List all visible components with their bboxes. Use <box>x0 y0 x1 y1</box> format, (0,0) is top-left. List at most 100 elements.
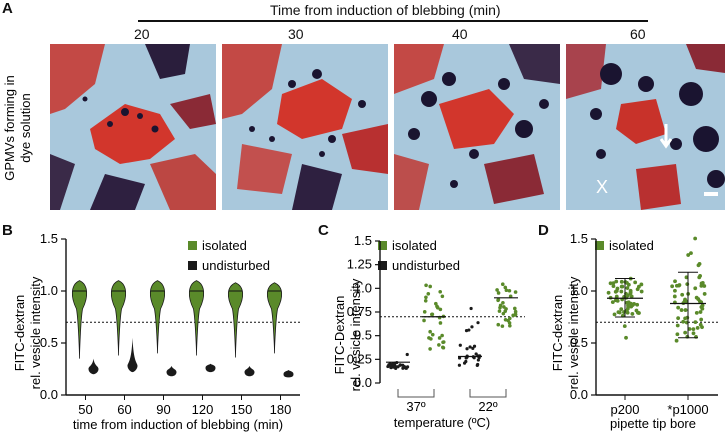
point-isolated <box>428 329 432 334</box>
point-isolated <box>624 335 628 340</box>
violin-isolated <box>266 282 283 354</box>
point-isolated <box>608 281 613 286</box>
point-isolated <box>683 316 688 321</box>
point-isolated <box>679 308 684 312</box>
point-undisturbed <box>471 346 475 350</box>
point-isolated <box>437 336 442 340</box>
chart-c-ylabel-line2: rel. vesicle intensity <box>348 278 363 391</box>
panel-c-letter: C <box>318 222 329 239</box>
point-isolated <box>498 303 503 308</box>
point-isolated <box>440 294 445 299</box>
point-isolated <box>438 289 443 294</box>
chart-d-xlabel: pipette tip bore <box>610 416 696 431</box>
micrograph-40min <box>394 44 560 210</box>
point-isolated <box>629 294 634 299</box>
timepoint-label: 20 <box>134 26 150 42</box>
point-isolated <box>613 298 618 303</box>
point-undisturbed <box>464 329 469 333</box>
point-isolated <box>676 305 681 310</box>
point-isolated <box>441 340 445 345</box>
point-isolated <box>699 317 704 322</box>
point-undisturbed <box>393 364 398 369</box>
point-isolated <box>613 289 618 294</box>
point-isolated <box>698 310 703 314</box>
chart-d: FITC-dextran rel. vesicle intensity pipe… <box>550 231 718 431</box>
point-undisturbed <box>476 358 480 362</box>
chart-d-y-tick-label: 0.0 <box>570 387 588 402</box>
point-isolated <box>702 292 707 296</box>
violin-undisturbed <box>205 363 216 373</box>
micrograph-30min <box>222 44 388 210</box>
point-isolated <box>440 333 444 338</box>
point-isolated <box>612 312 617 317</box>
point-isolated <box>426 291 431 296</box>
chart-c-y-tick-label: 1.25 <box>347 257 372 272</box>
point-isolated <box>422 318 426 323</box>
violin-undisturbed <box>166 365 177 377</box>
point-isolated <box>637 311 641 315</box>
chart-c-y-tick-label: 0.25 <box>347 351 372 366</box>
point-isolated <box>691 327 696 332</box>
chart-c-y-tick-label: 0.75 <box>347 304 372 319</box>
point-undisturbed <box>474 352 478 356</box>
point-isolated <box>626 293 630 298</box>
point-isolated <box>619 289 624 294</box>
chart-b: FITC-dextran rel. vesicle intensity time… <box>12 231 300 432</box>
chart-b-y-tick-label: 0.0 <box>40 387 58 402</box>
violin-undisturbed <box>283 370 294 378</box>
point-isolated <box>614 279 619 284</box>
point-isolated <box>496 297 501 302</box>
point-isolated <box>626 300 631 305</box>
point-undisturbed <box>405 352 409 357</box>
point-isolated <box>611 284 616 288</box>
point-isolated <box>501 311 506 316</box>
chart-d-x-tick-label: *p1000 <box>667 402 708 417</box>
group-label: 37º <box>406 399 425 414</box>
point-isolated <box>698 322 703 327</box>
legend-swatch-undisturbed <box>188 261 197 270</box>
group-label: 22º <box>478 399 497 414</box>
point-undisturbed <box>457 356 462 360</box>
chart-c-y-tick-label: 0.0 <box>354 375 372 390</box>
point-isolated <box>422 310 427 314</box>
point-isolated <box>503 285 508 290</box>
chart-b-xlabel: time from induction of blebbing (min) <box>73 417 283 432</box>
row-label: GPMVs forming in dye solution <box>2 75 33 180</box>
time-header-line <box>138 20 648 22</box>
legend-label-isolated: isolated <box>202 238 247 253</box>
chart-b-x-tick-label: 180 <box>270 402 292 417</box>
point-isolated <box>700 306 705 311</box>
chart-b-ylabel-line2: rel. vesicle intensity <box>28 276 43 389</box>
chart-b-x-tick-label: 90 <box>156 402 170 417</box>
point-isolated <box>697 275 702 280</box>
point-isolated <box>693 236 698 241</box>
point-isolated <box>619 307 624 312</box>
point-undisturbed <box>465 347 469 351</box>
point-isolated <box>625 281 629 285</box>
panel-b-letter: B <box>2 222 13 239</box>
point-isolated <box>691 331 696 336</box>
row-label-line1: GPMVs forming in <box>2 75 17 180</box>
violin-isolated <box>110 280 127 356</box>
chart-c: FITC-Dextran rel. vesicle intensity temp… <box>332 233 525 430</box>
point-isolated <box>620 284 625 289</box>
point-isolated <box>685 282 690 287</box>
timepoint-label: 60 <box>630 26 646 42</box>
chart-d-y-tick-label: 0.5 <box>570 335 588 350</box>
point-isolated <box>639 282 644 287</box>
point-isolated <box>629 304 634 309</box>
point-isolated <box>495 288 499 292</box>
chart-b-x-tick-label: 150 <box>231 402 253 417</box>
point-isolated <box>689 251 693 256</box>
point-isolated <box>683 308 688 312</box>
point-isolated <box>699 281 704 286</box>
violin-undisturbed <box>244 365 255 377</box>
point-isolated <box>683 330 688 335</box>
violin-isolated <box>71 280 88 359</box>
chart-b-x-tick-label: 60 <box>117 402 131 417</box>
point-isolated <box>702 284 707 288</box>
group-bracket <box>397 389 435 398</box>
point-isolated <box>619 279 624 284</box>
point-isolated <box>617 310 622 315</box>
